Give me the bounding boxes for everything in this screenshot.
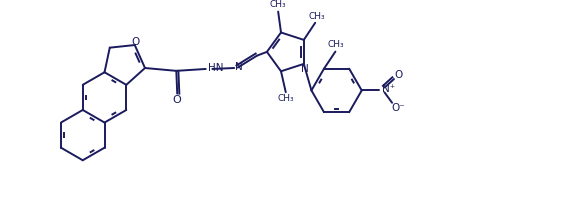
Text: HN: HN (208, 63, 223, 73)
Text: N: N (301, 64, 309, 74)
Text: N⁺: N⁺ (382, 84, 395, 94)
Text: CH₃: CH₃ (277, 94, 294, 103)
Text: O: O (131, 37, 140, 47)
Text: O⁻: O⁻ (391, 103, 404, 112)
Text: CH₃: CH₃ (327, 40, 343, 50)
Text: CH₃: CH₃ (270, 0, 287, 9)
Text: CH₃: CH₃ (309, 12, 325, 21)
Text: O: O (395, 70, 403, 80)
Text: O: O (172, 95, 180, 105)
Text: N: N (235, 62, 243, 72)
